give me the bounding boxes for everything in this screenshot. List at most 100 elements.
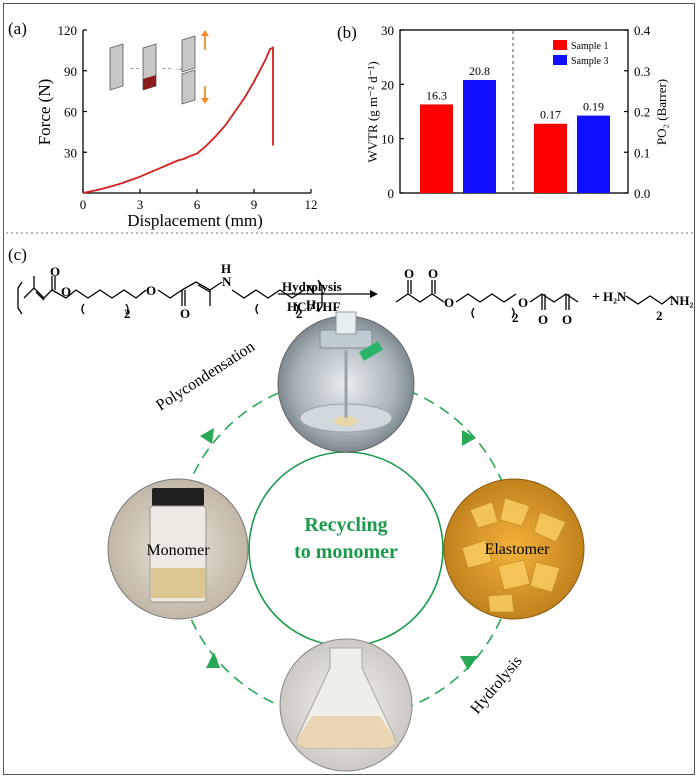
a-x-tick-label: 9: [251, 197, 258, 212]
panel-label-a: (a): [8, 19, 27, 38]
inset-arrow-1: - - →: [130, 63, 152, 74]
polymer-atom-labels: O O O O 2 N H 2 N H: [50, 261, 316, 321]
center-text-line2: to monomer: [294, 541, 398, 563]
a-y-tick-label: 30: [64, 145, 77, 160]
elastomer-label: Elastomer: [485, 541, 551, 558]
b-right-tick-label: 0.4: [634, 23, 651, 38]
diamine-left: H₂N: [603, 289, 627, 304]
polymer-ester-2: [157, 289, 183, 299]
polymer-chain-2: [231, 289, 305, 299]
center-text-line1: Recycling: [304, 514, 387, 536]
cycle-arrow-lower-left: [206, 652, 220, 668]
legend-swatch-sample-3: [553, 55, 567, 65]
legend-label-sample-3: Sample 3: [571, 56, 609, 67]
polymer-structure: [17, 276, 323, 315]
inset-specimen-1: [109, 43, 124, 91]
atom-o-3: O: [146, 283, 156, 298]
atom-h-2: H: [306, 297, 316, 312]
atom-o-1: O: [50, 264, 60, 279]
diamine-chain: [625, 295, 673, 305]
prod-o-4: O: [518, 295, 528, 310]
figure-frame: [3, 3, 695, 775]
prod-o-2: O: [428, 266, 438, 281]
bar-sample-3-po2: [577, 115, 610, 193]
a-y-axis-label: Force (N): [35, 79, 54, 146]
inset-pull-up-head: [201, 30, 209, 36]
a-force-curve: [82, 46, 274, 194]
bar-data-label: 16.3: [426, 88, 447, 102]
diester-left: [395, 293, 445, 303]
polymer-bracket-left: [17, 281, 23, 315]
a-x-tick-label: 0: [80, 197, 87, 212]
polymer-sub-paren-right: [125, 303, 129, 315]
inset-pull-down-head: [201, 98, 209, 104]
cycle-arrow-lower-right: [460, 656, 478, 670]
elastomer-photo: Elastomer: [443, 478, 585, 620]
b-left-tick-label: 30: [381, 23, 394, 38]
b-right-tick-label: 0.2: [634, 105, 650, 120]
monomer-photo: Monomer: [107, 478, 249, 620]
subscript-2-c: 2: [512, 310, 519, 325]
inset-notch: [143, 75, 156, 90]
bar-data-label: 0.19: [583, 100, 604, 114]
inset-specimen-3-bottom: [181, 69, 196, 105]
atom-h-1: H: [221, 261, 231, 276]
subscript-2-a: 2: [124, 306, 131, 321]
polymer-enamine: [181, 281, 223, 291]
panel-label-b: (b): [337, 23, 357, 42]
inset-specimen-3-top: [181, 35, 196, 73]
reaction-condition-bottom: HCl/THF: [287, 299, 341, 314]
prod-o-5: O: [538, 312, 548, 327]
a-ticks: 0 3 6 9 12 30 60 90 120: [58, 23, 318, 212]
atom-n-1: N: [222, 274, 232, 289]
b-left-tick-label: 0: [388, 186, 395, 201]
atom-n-2: N: [306, 282, 316, 297]
polymer-chain-1: [51, 289, 147, 299]
diamine-right: NH₂: [670, 293, 694, 308]
polycondensation-label: Polycondensation: [153, 338, 258, 414]
b-right-axis-label: PO₂ (Barrer): [654, 79, 669, 145]
monomer-label: Monomer: [146, 542, 210, 559]
reaction-arrow-head: [370, 290, 378, 298]
b-right-tick-label: 0.0: [634, 186, 650, 201]
b-left-tick-label: 10: [381, 132, 394, 147]
polymer-bracket-right: [317, 279, 323, 313]
prod-o-6: O: [562, 312, 572, 327]
bar-sample-1-po2: [534, 123, 567, 193]
prod-o-1: O: [404, 266, 414, 281]
hydrolysis-cycle-label: Hydrolysis: [467, 653, 525, 718]
reaction-condition-top: Hydrolysis: [282, 279, 342, 294]
atom-o-4: O: [180, 306, 190, 321]
legend-label-sample-1: Sample 1: [571, 41, 609, 52]
diester-right: [529, 293, 579, 303]
a-x-axis-label: Displacement (mm): [127, 211, 263, 230]
diester-chain: [455, 293, 517, 303]
cycle-arrow-upper-right: [462, 430, 476, 446]
b-bars: 16.3 20.8 0.17 0.19: [420, 64, 610, 193]
hydrolysis-flask-photo: [279, 638, 413, 772]
plus-sign: +: [592, 290, 600, 305]
a-x-tick-label: 6: [194, 197, 201, 212]
subscript-2-b: 2: [296, 306, 303, 321]
polymer-sub-paren-left: [81, 303, 85, 315]
a-y-tick-label: 90: [64, 64, 77, 79]
legend-swatch-sample-1: [553, 40, 567, 50]
prod-o-3: O: [444, 295, 454, 310]
panel-c: (c) O O O O 2: [8, 245, 694, 772]
product-atom-labels: O O O 2 O O O: [404, 266, 572, 327]
panel-a: (a) 0 3 6 9 12 30 60 90 120 Displacement (mm) Fo…: [8, 19, 318, 230]
bar-sample-3-wvtr: [463, 79, 496, 193]
b-legend: Sample 1 Sample 3: [553, 40, 609, 67]
b-right-tick-label: 0.1: [634, 145, 650, 160]
reactor-photo: [277, 311, 415, 453]
tensile-inset: - - → - - →: [109, 30, 209, 105]
a-y-tick-label: 120: [58, 23, 78, 38]
bar-sample-1-wvtr: [420, 104, 453, 193]
a-x-tick-label: 12: [305, 197, 318, 212]
b-left-tick-label: 20: [381, 77, 394, 92]
b-left-axis-label: WVTR (g m⁻² d⁻¹): [365, 61, 380, 162]
inset-arrow-2: - - →: [162, 63, 184, 74]
b-ticks: 0 10 20 30 0.0 0.1 0.2 0.3 0.4: [381, 23, 651, 201]
